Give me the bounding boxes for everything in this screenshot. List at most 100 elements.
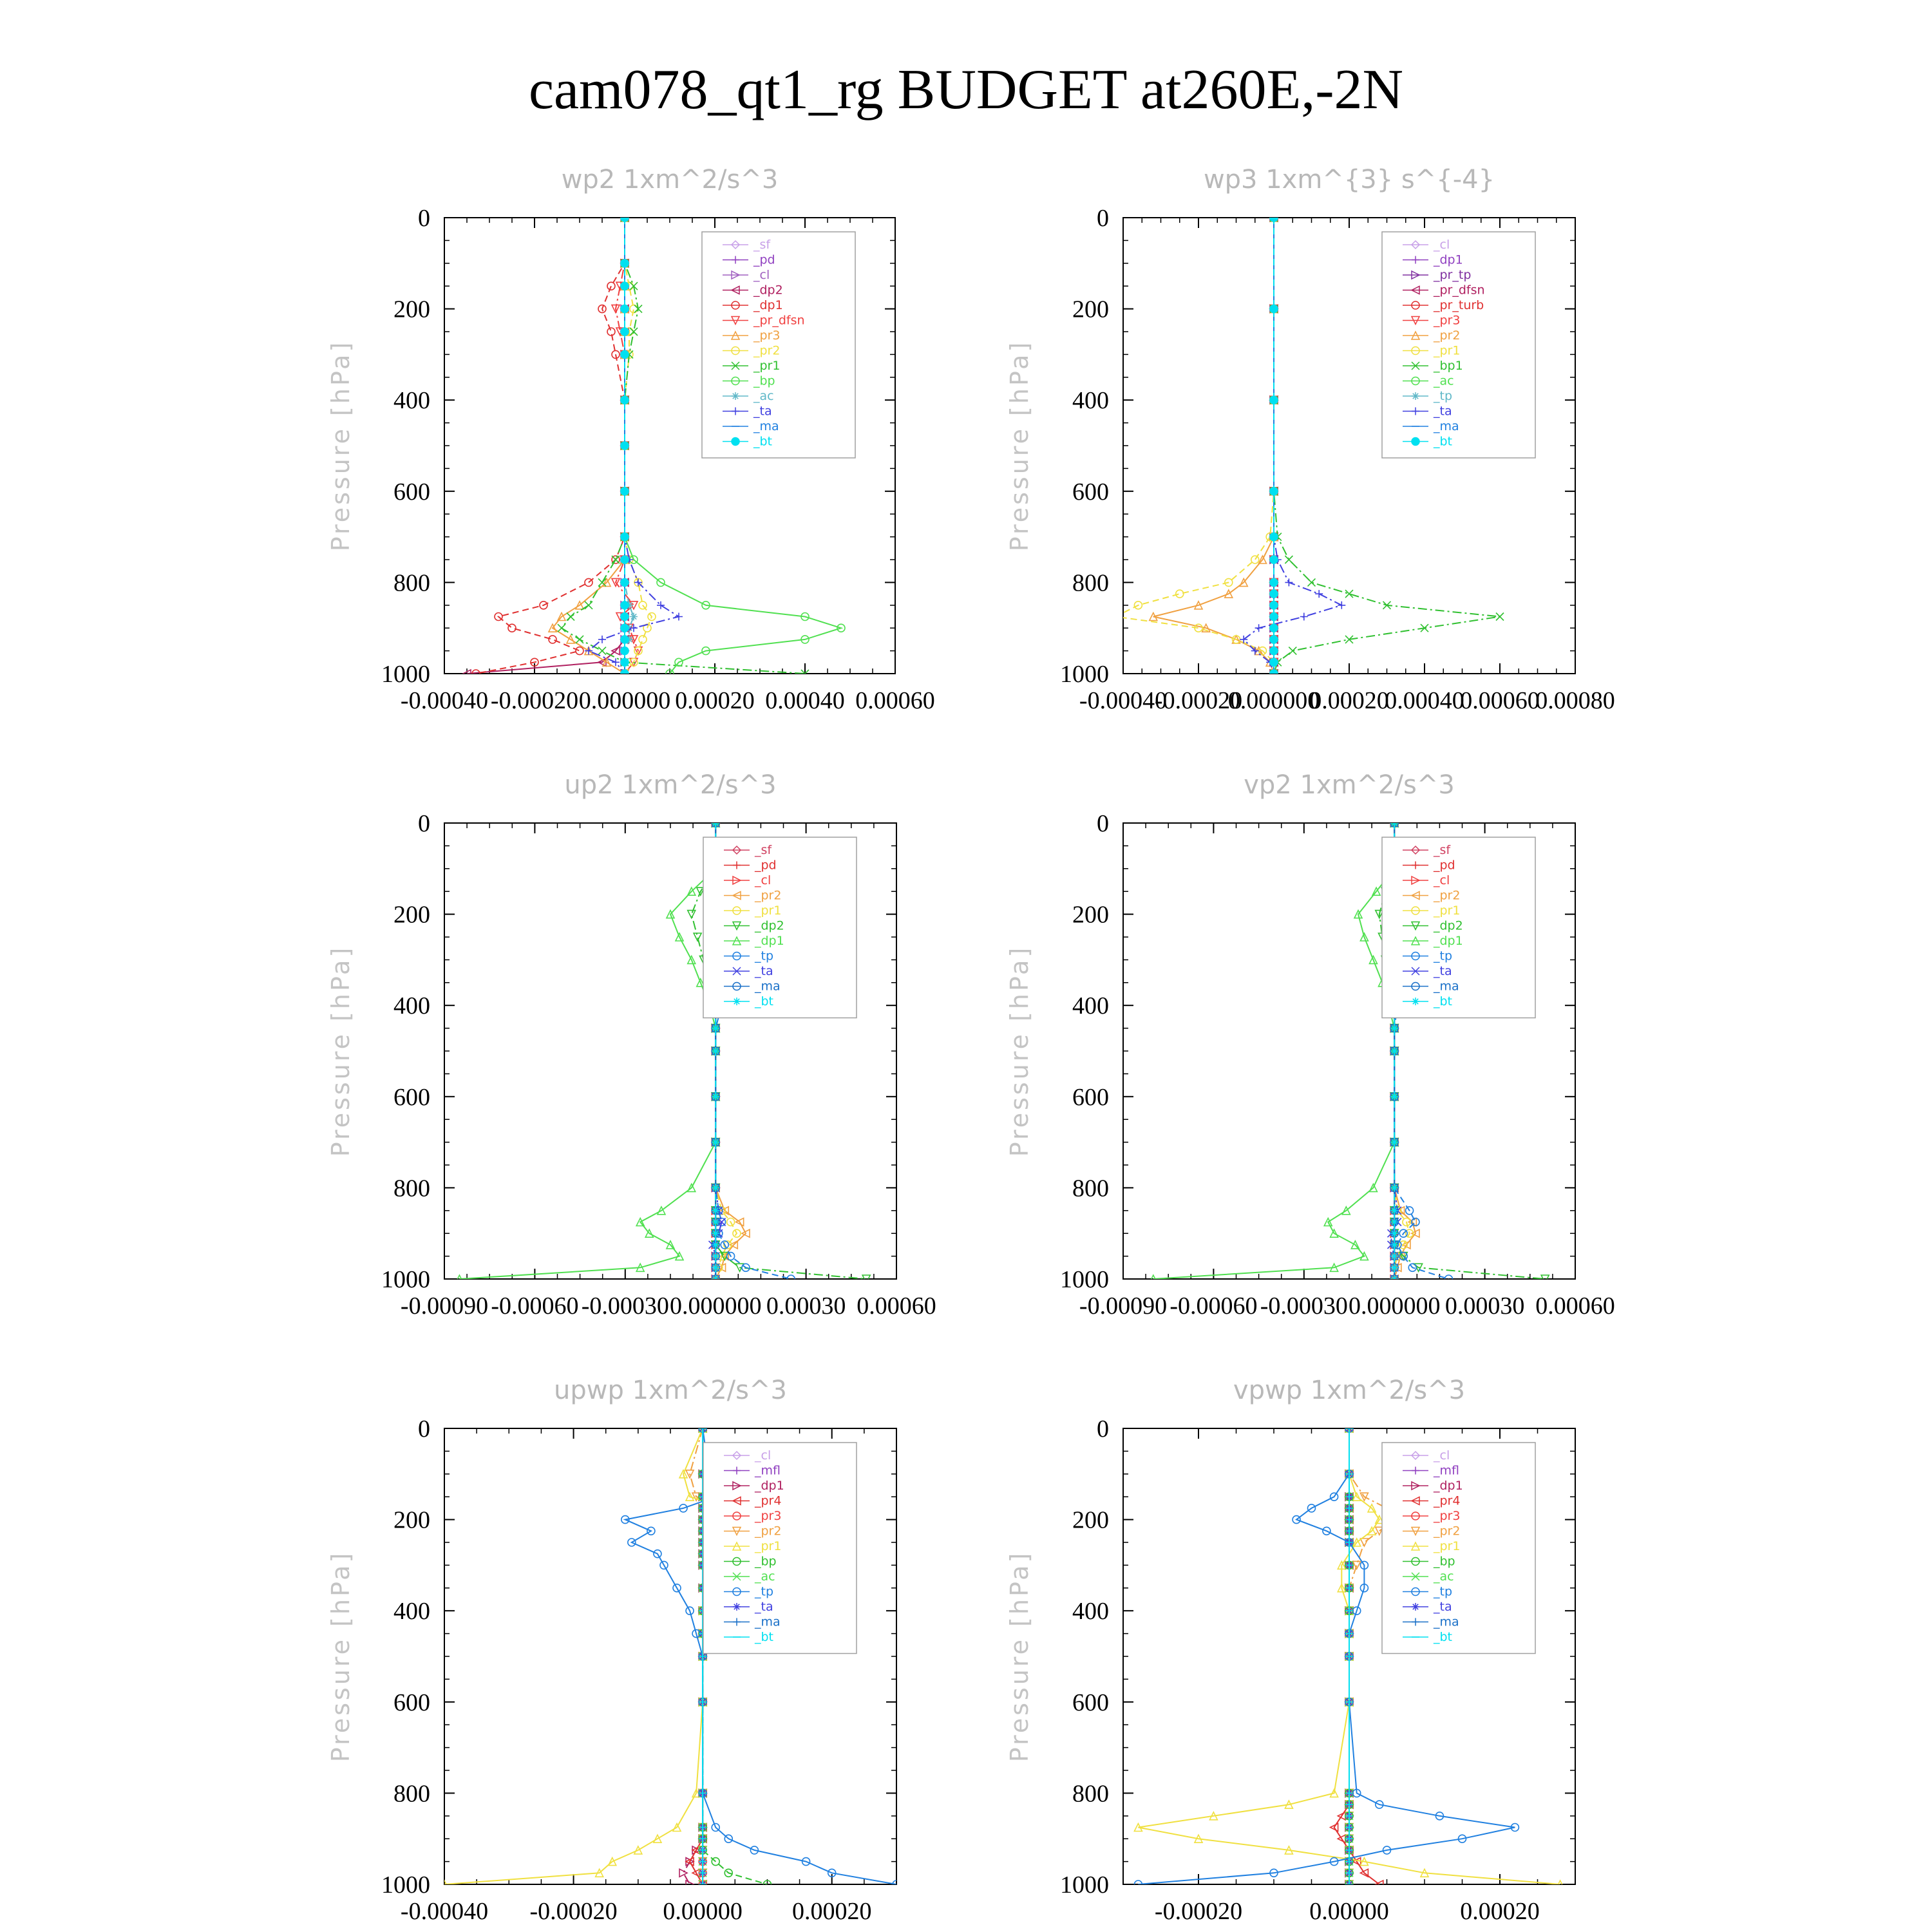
legend-marker bbox=[1411, 1481, 1421, 1491]
series-point-pr1 bbox=[629, 327, 638, 336]
series-point-dp1 bbox=[539, 601, 548, 610]
series-point-pr2 bbox=[1374, 1526, 1385, 1537]
legend: _sf_pd_cl_dp2_dp1 _pr_dfsn_pr3_pr2_pr1_bp… bbox=[701, 231, 856, 459]
legend-entry: _sf bbox=[1433, 843, 1451, 857]
series-point-tp bbox=[1399, 1229, 1408, 1238]
series-point-tp bbox=[827, 1868, 837, 1878]
legend-marker bbox=[1410, 1541, 1421, 1551]
series-point-dp1 bbox=[635, 1217, 645, 1227]
legend-entry: _pr1 bbox=[1433, 344, 1460, 358]
x-tick-label: 0.00020 bbox=[1309, 687, 1389, 714]
series-point-bp bbox=[656, 578, 665, 587]
legend-marker bbox=[732, 1481, 742, 1491]
series-point-pr1 bbox=[1405, 1229, 1414, 1238]
series-point-bt bbox=[1390, 1252, 1399, 1260]
series-point-bt bbox=[712, 1229, 720, 1238]
series-point-tp bbox=[679, 1504, 688, 1513]
series-point-pr2 bbox=[1238, 577, 1249, 587]
series-point-dp1 bbox=[696, 978, 706, 987]
legend-entry: _pr1 bbox=[754, 904, 781, 918]
series-group bbox=[1133, 1428, 1563, 1884]
y-tick-label: 1000 bbox=[381, 1871, 430, 1899]
series-point-pr1 bbox=[584, 601, 593, 610]
legend-entry: _bp1 bbox=[1433, 359, 1463, 373]
series-point-ta bbox=[630, 624, 638, 632]
series-point-pr3 bbox=[601, 657, 612, 667]
legend-entry: _pr1 bbox=[1433, 1539, 1460, 1553]
series-point-pr2 bbox=[728, 1240, 739, 1250]
series-point-bt bbox=[620, 281, 629, 290]
legend-marker bbox=[1410, 845, 1421, 855]
x-tick-label: -0.00090 bbox=[1079, 1293, 1167, 1320]
y-tick-label: 400 bbox=[393, 387, 430, 414]
series-point-pr1 bbox=[1337, 1560, 1347, 1570]
series-point-dp2 bbox=[462, 668, 471, 674]
legend-marker bbox=[732, 906, 741, 915]
series-point-tp bbox=[726, 1251, 735, 1261]
legend-entry: _ta bbox=[1433, 1600, 1452, 1614]
series-point-tp bbox=[1510, 1823, 1520, 1832]
legend-marker bbox=[733, 1466, 741, 1475]
legend-entry: _pr3 bbox=[1433, 1509, 1460, 1523]
x-tick-label: 0.00030 bbox=[766, 1293, 846, 1320]
legend-entry: _ma bbox=[1433, 1615, 1459, 1629]
legend-entry: _ac bbox=[1433, 374, 1454, 388]
x-tick-label: 0.000000 bbox=[579, 687, 671, 714]
legend-entry: _tp bbox=[1433, 389, 1452, 403]
x-tick-label: 0.00060 bbox=[1460, 687, 1540, 714]
legend-entry: _sf bbox=[753, 238, 771, 252]
y-tick-label: 400 bbox=[393, 992, 430, 1019]
series-point-ac bbox=[625, 635, 633, 643]
legend-entry: _bp bbox=[753, 374, 775, 388]
legend-entry: _cl bbox=[1433, 873, 1450, 887]
series-point-bp bbox=[665, 669, 674, 674]
series-point-ma bbox=[711, 1274, 721, 1279]
y-tick-label: 1000 bbox=[381, 661, 430, 688]
series-point-pr1 bbox=[1329, 1788, 1339, 1798]
y-tick-label: 600 bbox=[1072, 1084, 1109, 1111]
legend-entry: _pr2 bbox=[754, 1524, 781, 1539]
legend-marker bbox=[1410, 1450, 1421, 1461]
series-point-tp bbox=[1435, 1812, 1444, 1821]
x-tick-label: 0.00080 bbox=[1535, 687, 1615, 714]
series-point-ta bbox=[657, 601, 665, 609]
series-point-dp1 bbox=[687, 954, 697, 965]
x-tick-label: 0.000000 bbox=[670, 1293, 762, 1320]
legend: _cl_dp1_pr_tp_pr_dfsn_pr_turb _pr3_pr2_pr… bbox=[1381, 231, 1536, 459]
series-point-pr3 bbox=[565, 634, 576, 644]
series-point-pr1 bbox=[1367, 1503, 1377, 1513]
legend-marker bbox=[732, 1587, 741, 1596]
legend-marker bbox=[1411, 981, 1420, 991]
y-tick-label: 600 bbox=[393, 478, 430, 506]
series-point-tp bbox=[647, 1526, 656, 1536]
series-point-pr2 bbox=[685, 1470, 695, 1479]
legend-entry: _dp2 bbox=[754, 919, 784, 933]
series-point-dp1 bbox=[575, 646, 584, 656]
series-point-pr1 bbox=[1352, 1537, 1361, 1547]
series-point-pr3 bbox=[601, 577, 612, 587]
legend-entry: _ma bbox=[753, 419, 779, 433]
series-point-dp2 bbox=[687, 909, 697, 920]
series-point-bt bbox=[620, 578, 629, 587]
series-point-pr1 bbox=[634, 305, 643, 314]
legend-marker bbox=[1412, 861, 1419, 869]
legend-marker bbox=[1411, 270, 1421, 280]
panel-title: vp2 1xm^2/s^3 bbox=[1244, 770, 1455, 800]
series-point-dp1 bbox=[644, 1228, 654, 1238]
y-tick-label: 400 bbox=[1072, 1598, 1109, 1625]
x-tick-label: 0.00040 bbox=[1385, 687, 1464, 714]
legend-entry: _pr1 bbox=[1433, 904, 1460, 918]
legend-marker bbox=[1410, 285, 1420, 295]
series-point-bp1 bbox=[1495, 612, 1504, 621]
legend-entry: _pr_dfsn bbox=[753, 314, 805, 328]
series-point-pr1 bbox=[1359, 1856, 1369, 1866]
series-point-dp1 bbox=[665, 1240, 676, 1249]
panel-title: vpwp 1xm^2/s^3 bbox=[1233, 1376, 1465, 1405]
legend-marker bbox=[1411, 906, 1420, 915]
series-point-ta bbox=[1315, 590, 1323, 598]
series-point-ta bbox=[1338, 601, 1346, 609]
series-point-bt bbox=[1269, 635, 1278, 644]
series-point-dp2 bbox=[611, 646, 620, 656]
legend-entry: _pr1 bbox=[754, 1539, 781, 1553]
series-point-pr2 bbox=[741, 1228, 750, 1238]
